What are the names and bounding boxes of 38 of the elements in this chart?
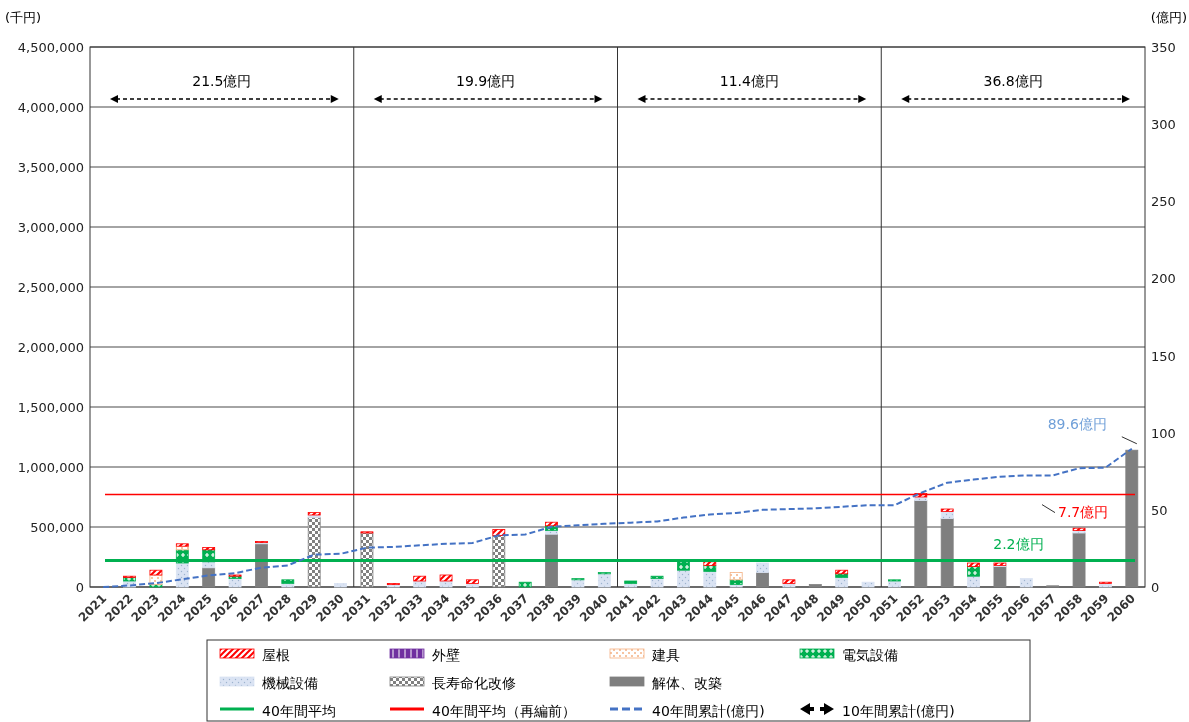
y2-tick-label: 50 <box>1151 502 1168 518</box>
y2-tick-label: 100 <box>1151 425 1176 441</box>
y2-tick-label: 200 <box>1151 271 1176 287</box>
annotation: 89.6億円 <box>1047 415 1107 432</box>
legend-label: 解体、改築 <box>652 675 722 691</box>
y-tick-label: 1,500,000 <box>17 400 84 415</box>
legend-label: 外壁 <box>432 647 460 663</box>
legend-label: 40年間累計(億円) <box>652 703 765 719</box>
annotation: 11.4億円 <box>719 73 779 89</box>
y-axis-title: (千円) <box>5 10 42 25</box>
legend-label: 屋根 <box>262 647 290 663</box>
y-tick-label: 4,000,000 <box>17 100 84 115</box>
ref-line-label: 2.2億円 <box>993 535 1044 552</box>
y2-tick-label: 350 <box>1151 40 1176 55</box>
annotation: 21.5億円 <box>192 73 252 89</box>
annotation: 19.9億円 <box>456 73 516 89</box>
y2-tick-label: 300 <box>1151 117 1176 133</box>
y2-tick-label: 250 <box>1151 194 1176 210</box>
legend-label: 電気設備 <box>842 647 898 663</box>
text: 40年間平均 <box>262 703 336 719</box>
y-tick-label: 1,000,000 <box>17 460 84 475</box>
y2-tick-label: 0 <box>1151 580 1160 595</box>
legend-label: 機械設備 <box>262 675 318 691</box>
text: 40年間平均（再編前） <box>432 703 576 719</box>
ref-line-label: 7.7億円 <box>1058 503 1109 520</box>
legend-label: 長寿命化改修 <box>432 675 516 691</box>
y-tick-label: 4,500,000 <box>17 40 84 55</box>
annotation: 36.8億円 <box>983 73 1043 89</box>
y-tick-label: 3,500,000 <box>17 160 84 175</box>
y-tick-label: 2,500,000 <box>17 280 84 295</box>
y-tick-label: 2,000,000 <box>17 340 84 355</box>
y-tick-label: 500,000 <box>30 520 84 535</box>
y2-tick-label: 150 <box>1151 348 1176 364</box>
y-tick-label: 3,000,000 <box>17 220 84 235</box>
y2-axis-title: (億円) <box>1150 10 1187 25</box>
legend-label: 建具 <box>651 647 680 663</box>
y-tick-label: 0 <box>75 580 84 595</box>
text: 10年間累計(億円) <box>842 703 955 719</box>
